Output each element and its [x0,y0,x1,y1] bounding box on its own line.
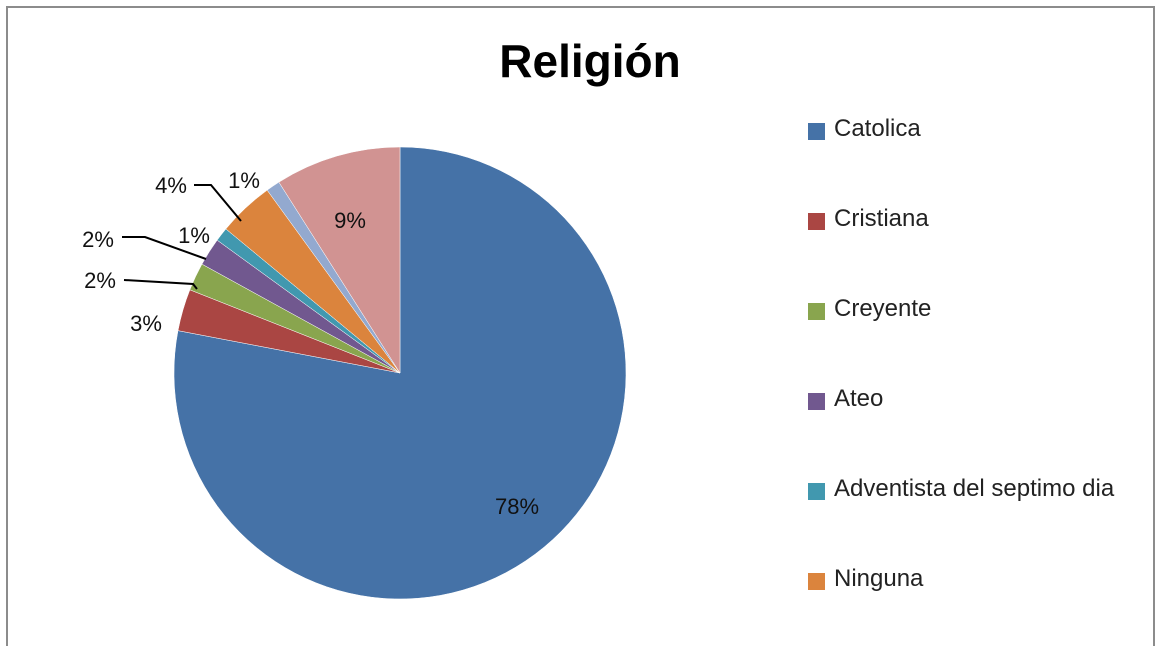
data-label-7: 9% [334,208,366,233]
legend-label: Adventista del septimo dia [834,475,1115,502]
legend-label: Catolica [834,115,921,142]
legend-swatch [808,573,825,590]
legend-item-creyente: Creyente [808,290,1153,380]
legend-item-catolica: Catolica [808,110,1153,200]
pie-slice-7 [278,146,401,374]
legend-swatch [808,393,825,410]
data-label-6: 1% [228,168,260,193]
legend: Catolica Cristiana Creyente Ateo Adventi… [808,110,1153,650]
legend-label: Cristiana [834,205,929,232]
legend-swatch [808,483,825,500]
legend-label: Ateo [834,385,884,412]
leader-line-2 [123,279,198,290]
leader-line-3 [122,236,207,260]
legend-label: Creyente [834,295,932,322]
leader-line-5 [194,184,242,222]
legend-item-adventista: Adventista del septimo dia [808,470,1153,560]
legend-swatch [808,303,825,320]
legend-swatch [808,123,825,140]
chart-title: Religión [499,35,681,87]
legend-item-cristiana: Cristiana [808,200,1153,290]
legend-swatch [808,213,825,230]
legend-item-ninguna: Ninguna [808,560,1153,650]
legend-item-ateo: Ateo [808,380,1153,470]
data-label-0: 78% [495,494,539,519]
data-label-5: 4% [155,173,187,198]
data-label-3: 2% [82,227,114,252]
data-label-2: 2% [84,268,116,293]
legend-label: Ninguna [834,565,924,592]
data-label-4: 1% [178,223,210,248]
data-label-1: 3% [130,311,162,336]
